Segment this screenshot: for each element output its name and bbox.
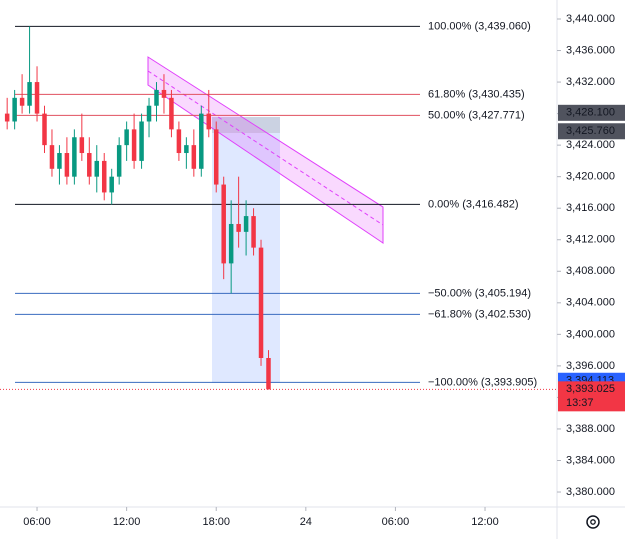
y-tick-label: 3,420.000 (566, 171, 615, 183)
countdown: 13:37 (566, 397, 594, 409)
candle-body (87, 153, 92, 177)
candle-body (251, 216, 256, 248)
candle-body (176, 129, 182, 154)
channel-midline (147, 70, 384, 226)
candle-body (57, 153, 62, 169)
candle-body (184, 145, 189, 154)
y-tick-label: 3,416.000 (566, 202, 615, 214)
y-tick-label: 3,436.000 (566, 44, 615, 56)
candle-body (243, 216, 249, 232)
x-tick-label: 12:00 (113, 516, 141, 528)
candle-body (139, 121, 144, 161)
x-tick-label: 12:00 (471, 516, 499, 528)
gear-ring (586, 515, 600, 529)
candle-body (228, 223, 234, 264)
candle-body (49, 145, 55, 169)
trend-channel (147, 56, 384, 244)
candle-body (213, 129, 219, 185)
candle-body (27, 82, 32, 106)
candle-body (131, 129, 137, 161)
fib-level-label: −61.80% (3,402.530) (428, 308, 531, 320)
price-tag (558, 123, 625, 140)
candle-body (236, 223, 241, 232)
candle-body (199, 113, 204, 169)
candle-body (4, 113, 10, 122)
y-tick-label: 3,396.000 (566, 360, 615, 372)
candle-body (154, 89, 159, 106)
x-tick-label: 06:00 (23, 516, 51, 528)
candle-body (161, 89, 167, 98)
y-tick-label: 3,400.000 (566, 328, 615, 340)
y-tick-label: 3,424.000 (566, 139, 615, 151)
candle-body (101, 160, 107, 193)
y-tick-label: 3,440.000 (566, 13, 615, 25)
y-tick-label: 3,388.000 (566, 423, 615, 435)
candle-body (109, 176, 114, 193)
candle-body (34, 82, 40, 114)
y-tick-label: 3,412.000 (566, 234, 615, 246)
price-tag-label: 3,393.025 (566, 383, 615, 395)
fib-level-label: −100.00% (3,393.905) (428, 376, 537, 388)
x-tick-label: 24 (300, 516, 312, 528)
candle-body (124, 129, 129, 146)
fib-level-label: 100.00% (3,439.060) (428, 20, 531, 32)
y-tick-label: 3,380.000 (566, 486, 615, 498)
candle-body (42, 113, 47, 146)
fib-level-label: −50.00% (3,405.194) (428, 287, 531, 299)
y-tick-label: 3,408.000 (566, 265, 615, 277)
settings-icon[interactable] (586, 515, 600, 529)
candle-body (221, 184, 226, 264)
candle-body (206, 113, 212, 130)
price-tag-label: 3,425.760 (566, 125, 615, 137)
candle-body (169, 97, 174, 130)
candle-body (64, 153, 70, 177)
candle-body (12, 97, 17, 122)
fib-level-label: 50.00% (3,427.771) (428, 109, 525, 121)
gear-hub (590, 519, 596, 525)
price-tag-label: 3,428.100 (566, 107, 615, 119)
price-tag (558, 104, 625, 121)
candle-body (266, 357, 271, 390)
candle-body (258, 247, 264, 358)
y-tick-label: 3,404.000 (566, 297, 615, 309)
candle-body (146, 105, 152, 122)
candle-body (94, 160, 100, 177)
x-tick-label: 18:00 (202, 516, 230, 528)
candle-body (116, 145, 122, 177)
candle-body (19, 97, 25, 106)
y-tick-label: 3,432.000 (566, 76, 615, 88)
fib-level-label: 0.00% (3,416.482) (428, 198, 519, 210)
x-tick-label: 06:00 (382, 516, 410, 528)
fib-level-label: 61.80% (3,430.435) (428, 88, 525, 100)
candle-body (72, 137, 77, 177)
price-tag (558, 381, 625, 412)
position-entry-zone (212, 117, 280, 133)
y-tick-label: 3,384.000 (566, 454, 615, 466)
candle-body (79, 137, 85, 154)
candle-body (191, 145, 197, 169)
